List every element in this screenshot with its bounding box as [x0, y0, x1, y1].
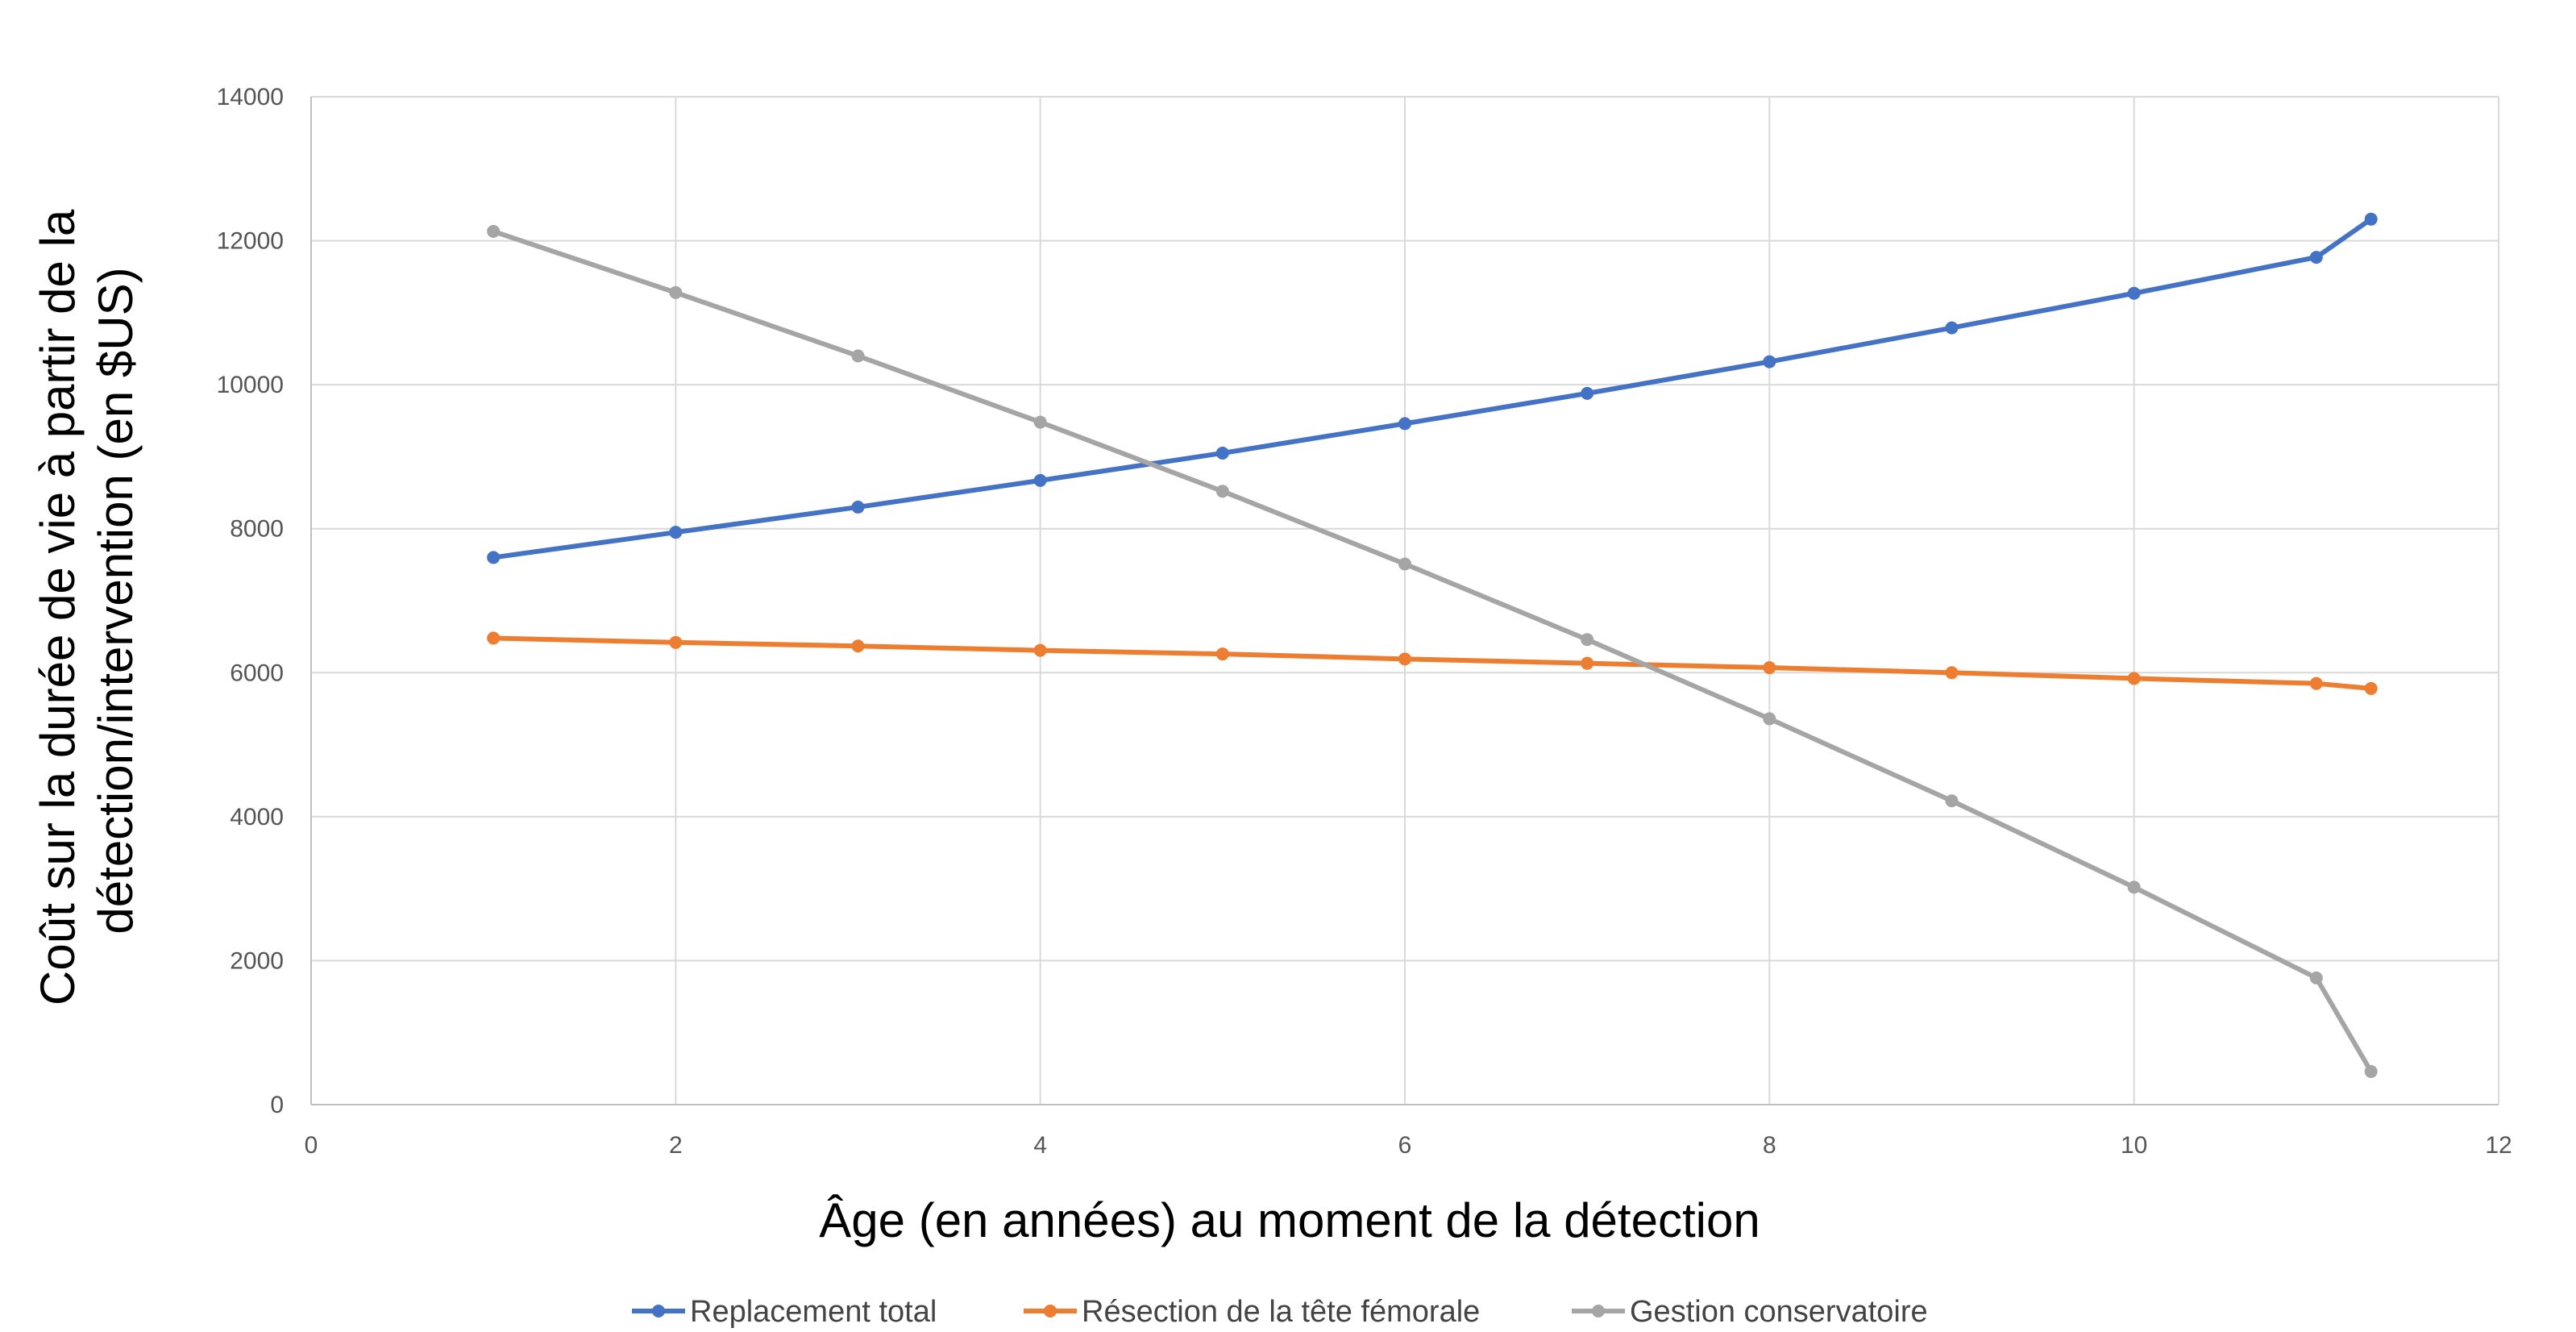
y-axis-title-line-1: Coût sur la durée de vie à partir de la: [31, 209, 85, 1005]
data-point: [487, 224, 501, 238]
y-axis-title-line-2: détection/intervention (en $US): [89, 267, 143, 934]
x-tick-label: 10: [2121, 1132, 2147, 1159]
y-tick-label: 14000: [217, 84, 284, 110]
data-point: [2127, 880, 2141, 894]
y-tick-label: 4000: [230, 804, 284, 830]
x-tick-label: 4: [1033, 1132, 1047, 1159]
data-point: [1763, 712, 1776, 726]
data-point: [2127, 286, 2141, 300]
legend-label: Résection de la tête fémorale: [1082, 1295, 1480, 1329]
legend-item: Résection de la tête fémorale: [1024, 1295, 1480, 1329]
series-1: [487, 212, 2378, 564]
series-line: [491, 635, 2374, 691]
data-point: [1215, 446, 1229, 460]
data-point: [2309, 971, 2323, 984]
tick-labels: 0 2000 4000 6000 8000 10000 12000 14000 0 2 4 6 8 10 1…: [217, 84, 2512, 1159]
data-point: [2364, 681, 2378, 695]
data-point: [2364, 212, 2378, 226]
legend-swatch-marker: [1044, 1305, 1057, 1317]
x-tick-label: 12: [2485, 1132, 2512, 1159]
x-axis-title: Âge (en années) au moment de la détectio…: [819, 1193, 1760, 1247]
legend-swatch-marker: [652, 1305, 665, 1317]
data-point: [669, 285, 683, 299]
axes: [310, 97, 2499, 1105]
y-tick-label: 10000: [217, 372, 284, 398]
y-tick-label: 0: [270, 1092, 284, 1118]
data-point: [487, 551, 501, 564]
y-tick-label: 2000: [230, 947, 284, 974]
x-tick-label: 6: [1398, 1132, 1412, 1159]
data-point: [1581, 656, 1594, 670]
gridlines: [310, 96, 2499, 1105]
legend-item: Replacement total: [632, 1295, 937, 1329]
x-tick-label: 8: [1763, 1132, 1776, 1159]
data-point: [2309, 676, 2323, 690]
data-point: [1763, 355, 1776, 368]
data-point: [1215, 485, 1229, 498]
data-point: [851, 349, 865, 363]
data-point: [1398, 652, 1411, 666]
series-line: [491, 228, 2374, 1074]
data-point: [851, 500, 865, 514]
data-point: [851, 639, 865, 653]
data-point: [1945, 794, 1959, 808]
data-point: [1033, 415, 1047, 429]
data-point: [487, 631, 501, 645]
data-point: [1033, 643, 1047, 657]
data-point: [1581, 386, 1594, 400]
legend-label: Gestion conservatoire: [1630, 1295, 1928, 1329]
legend-swatch-marker: [1592, 1305, 1605, 1317]
data-point: [2364, 1064, 2378, 1078]
x-tick-label: 0: [305, 1132, 318, 1159]
legend-label: Replacement total: [690, 1295, 937, 1329]
data-point: [1763, 661, 1776, 675]
data-point: [1945, 321, 1959, 335]
legend: Replacement total Résection de la tête fé…: [632, 1295, 1928, 1329]
data-point: [1398, 557, 1411, 571]
data-point: [2309, 251, 2323, 264]
data-point: [669, 635, 683, 649]
data-point: [2127, 672, 2141, 685]
x-tick-label: 2: [669, 1132, 683, 1159]
y-tick-label: 6000: [230, 660, 284, 686]
series-3: [487, 224, 2378, 1078]
series-line: [491, 216, 2374, 560]
y-tick-label: 12000: [217, 228, 284, 255]
data-point: [1945, 666, 1959, 680]
data-point: [1215, 647, 1229, 661]
y-tick-label: 8000: [230, 516, 284, 543]
y-axis-title: Coût sur la durée de vie à partir de la …: [31, 196, 143, 1005]
data-point: [669, 526, 683, 539]
data-point: [1581, 633, 1594, 647]
series-lines: [487, 212, 2378, 1078]
series-2: [487, 631, 2378, 695]
data-point: [1398, 417, 1411, 431]
legend-item: Gestion conservatoire: [1572, 1295, 1928, 1329]
data-point: [1033, 473, 1047, 487]
